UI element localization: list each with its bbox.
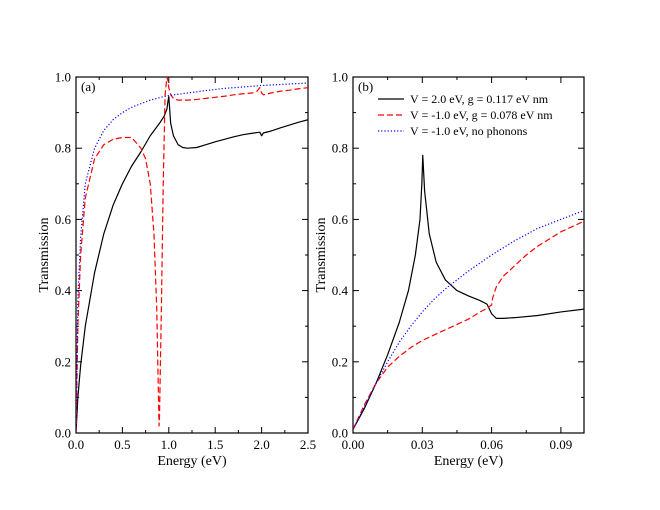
y-tick-label: 0.0 bbox=[55, 426, 71, 441]
legend-label-1: V = 2.0 eV, g = 0.117 eV nm bbox=[410, 92, 549, 106]
y-tick-label: 0.6 bbox=[332, 212, 349, 227]
x-tick-label: 1.0 bbox=[161, 437, 177, 452]
x-tick-label: 2.0 bbox=[253, 437, 269, 452]
x-axis-title: Energy (eV) bbox=[434, 454, 504, 469]
panel-label: (b) bbox=[358, 79, 373, 94]
series-line-1 bbox=[76, 95, 308, 433]
series-group bbox=[353, 154, 584, 430]
y-tick-label: 0.4 bbox=[55, 283, 72, 298]
y-axis-title: Transmission bbox=[314, 218, 329, 293]
y-tick-label: 0.6 bbox=[55, 212, 72, 227]
y-tick-label: 0.8 bbox=[55, 141, 71, 156]
y-tick-label: 0.8 bbox=[332, 141, 348, 156]
y-tick-label: 0.2 bbox=[332, 354, 348, 369]
panel-b: 0.00 0.03 0.06 0.09 0.0 0.2 0.4 0.6 0.8 1.0 Energy… bbox=[314, 70, 585, 469]
panel-a: 0.0 0.5 1.0 1.5 2.0 2.5 0.0 0.2 0.4 0.6 0.8 1.0 Ener… bbox=[37, 70, 316, 470]
x-tick-label: 0.06 bbox=[480, 437, 503, 452]
series-line-2 bbox=[76, 77, 308, 433]
x-tick-label: 0.09 bbox=[550, 437, 573, 452]
y-axis-title: Transmission bbox=[37, 218, 52, 293]
legend: V = 2.0 eV, g = 0.117 eV nm V = -1.0 eV, … bbox=[378, 92, 553, 138]
y-tick-label: 0.0 bbox=[332, 426, 348, 441]
series-group bbox=[76, 77, 308, 433]
x-tick-label: 1.5 bbox=[207, 437, 223, 452]
series-line-1 bbox=[353, 154, 584, 430]
x-tick-label: 0.03 bbox=[411, 437, 434, 452]
x-tick-label: 2.5 bbox=[300, 437, 316, 452]
y-tick-label: 1.0 bbox=[55, 70, 71, 85]
series-line-3 bbox=[76, 82, 308, 433]
x-tick-label: 0.0 bbox=[68, 437, 84, 452]
x-tick-label: 0.00 bbox=[342, 437, 365, 452]
y-tick-label: 0.2 bbox=[55, 354, 71, 369]
x-tick-label: 0.5 bbox=[114, 437, 130, 452]
y-tick-label: 1.0 bbox=[332, 70, 348, 85]
y-tick-label: 0.4 bbox=[332, 283, 349, 298]
panel-label: (a) bbox=[81, 79, 95, 94]
legend-label-2: V = -1.0 eV, g = 0.078 eV nm bbox=[410, 108, 553, 122]
x-axis-title: Energy (eV) bbox=[157, 454, 227, 469]
series-line-2 bbox=[353, 220, 584, 430]
series-line-3 bbox=[353, 209, 584, 430]
legend-label-3: V = -1.0 eV, no phonons bbox=[410, 124, 528, 138]
